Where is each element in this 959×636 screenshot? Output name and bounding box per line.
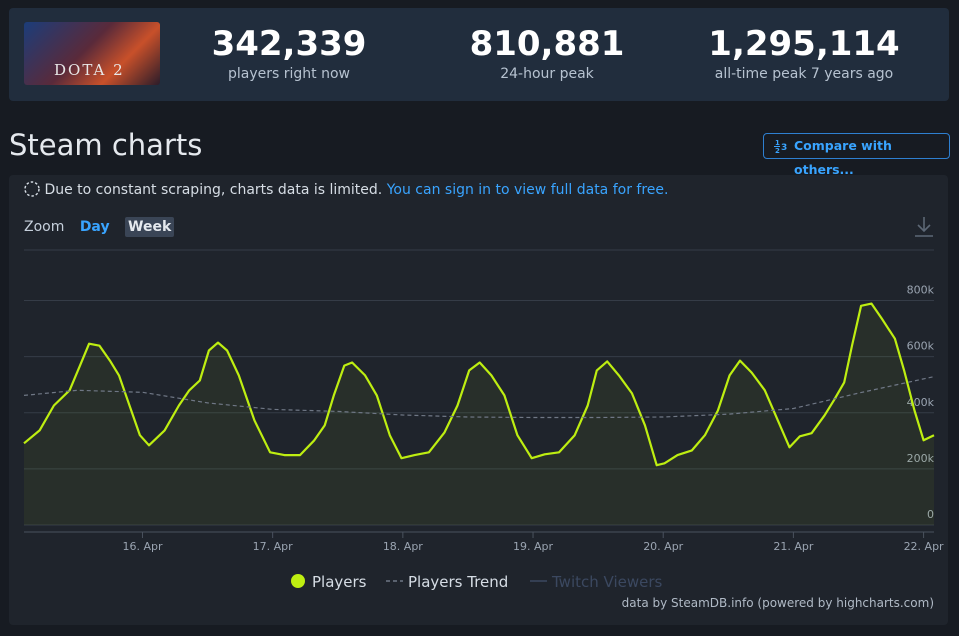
legend-symbol [291, 574, 305, 588]
y-tick-label: 200k [907, 452, 935, 465]
download-button[interactable] [915, 217, 933, 237]
zoom-controls: Zoom Day Week [24, 217, 175, 237]
stat-label: players right now [228, 66, 350, 82]
x-tick-label: 16. Apr [122, 540, 162, 553]
legend-item[interactable]: Twitch Viewers [530, 573, 663, 591]
logo-text: DOTA 2 [54, 61, 125, 79]
credit: data by SteamDB.info (powered by highcha… [621, 596, 934, 610]
game-logo[interactable]: DOTA 2 [24, 22, 160, 85]
x-tick-label: 21. Apr [773, 540, 813, 553]
stat-label: all-time peak 7 years ago [714, 66, 894, 82]
notice: Due to constant scraping, charts data is… [24, 181, 668, 198]
svg-text:1: 1 [775, 139, 780, 147]
x-tick-label: 19. Apr [513, 540, 553, 553]
svg-text:3: 3 [781, 143, 787, 153]
section-title: Steam charts [9, 128, 203, 162]
svg-text:2: 2 [775, 147, 780, 154]
sign-in-link[interactable]: You can sign in to view full data for fr… [386, 182, 669, 198]
zoom-option[interactable]: Day [79, 219, 110, 235]
zoom-label: Zoom [24, 219, 65, 235]
x-tick-label: 17. Apr [253, 540, 293, 553]
x-tick-label: 20. Apr [643, 540, 683, 553]
stats-card [9, 8, 949, 101]
compare-icon: 12 3 [774, 139, 787, 154]
y-tick-label: 800k [907, 284, 935, 297]
trend-line [23, 376, 935, 419]
stat: 810,881 24-hour peak [417, 24, 677, 82]
x-tick-label: 22. Apr [904, 540, 944, 553]
notice-icon [24, 181, 40, 197]
y-tick-label: 0 [927, 508, 934, 521]
stat-label: 24-hour peak [500, 66, 594, 82]
legend-label: Players [312, 573, 367, 591]
legend-label: Twitch Viewers [551, 573, 663, 591]
legend-item[interactable]: Players [291, 573, 367, 591]
stat: 1,295,114 all-time peak 7 years ago [674, 24, 934, 82]
stat-value: 342,339 [211, 24, 367, 64]
players-area [24, 303, 934, 525]
y-tick-label: 600k [907, 340, 935, 353]
players-line [23, 302, 935, 467]
legend-item[interactable]: Players Trend [386, 573, 508, 591]
x-tick-label: 18. Apr [383, 540, 423, 553]
notice-text: Due to constant scraping, charts data is… [44, 182, 383, 198]
stat-value: 1,295,114 [708, 24, 900, 64]
stat-value: 810,881 [469, 24, 625, 64]
stat: 342,339 players right now [159, 24, 419, 82]
compare-label: Compare with others... [794, 138, 892, 177]
zoom-option[interactable]: Week [125, 217, 175, 237]
legend-label: Players Trend [408, 573, 508, 591]
